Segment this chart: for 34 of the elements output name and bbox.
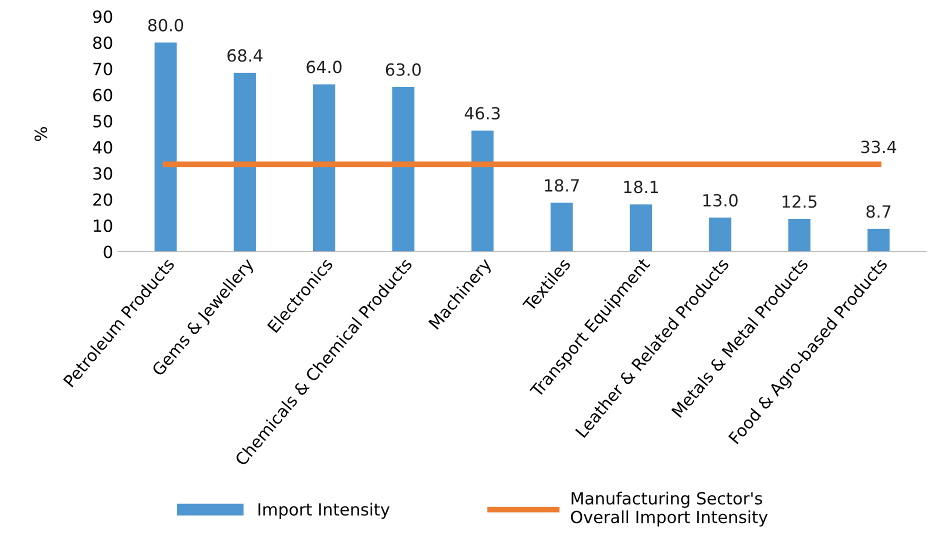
y-tick-label: 20: [93, 193, 112, 206]
data-label: 18.1: [624, 180, 658, 194]
data-label: 13.0: [703, 194, 738, 207]
data-label: 64.0: [306, 60, 342, 74]
y-tick-label: 90: [93, 10, 112, 23]
bar: [867, 228, 890, 252]
y-tick-label: 10: [94, 219, 112, 232]
legend-label: Manufacturing Sector's Overall Import Intensity: [571, 492, 768, 527]
bar: [154, 42, 177, 252]
y-tick-label: 0: [104, 246, 112, 258]
bar: [550, 202, 573, 252]
bar: [471, 130, 494, 252]
data-label: 46.3: [464, 106, 500, 120]
bar: [392, 86, 414, 252]
data-label: 33.4: [861, 140, 896, 154]
bar: [630, 204, 652, 252]
bar: [788, 218, 810, 252]
data-label: 68.4: [227, 49, 262, 62]
data-label: 18.7: [544, 179, 579, 192]
data-label: 63.0: [386, 63, 421, 76]
data-label: 8.7: [866, 205, 890, 218]
y-tick-label: 30: [93, 167, 112, 180]
y-axis-title: %: [34, 127, 48, 142]
y-tick-label: 80: [93, 36, 112, 50]
data-label: 80.0: [148, 18, 184, 32]
bar: [709, 218, 732, 252]
y-tick-label: 50: [93, 114, 112, 128]
y-tick-label: 60: [93, 88, 112, 102]
data-label: 12.5: [782, 195, 816, 208]
legend-label: Import Intensity: [258, 502, 390, 519]
bar: [312, 84, 336, 252]
y-tick-label: 70: [93, 62, 112, 76]
y-tick-label: 40: [92, 141, 112, 154]
bar: [234, 72, 256, 252]
